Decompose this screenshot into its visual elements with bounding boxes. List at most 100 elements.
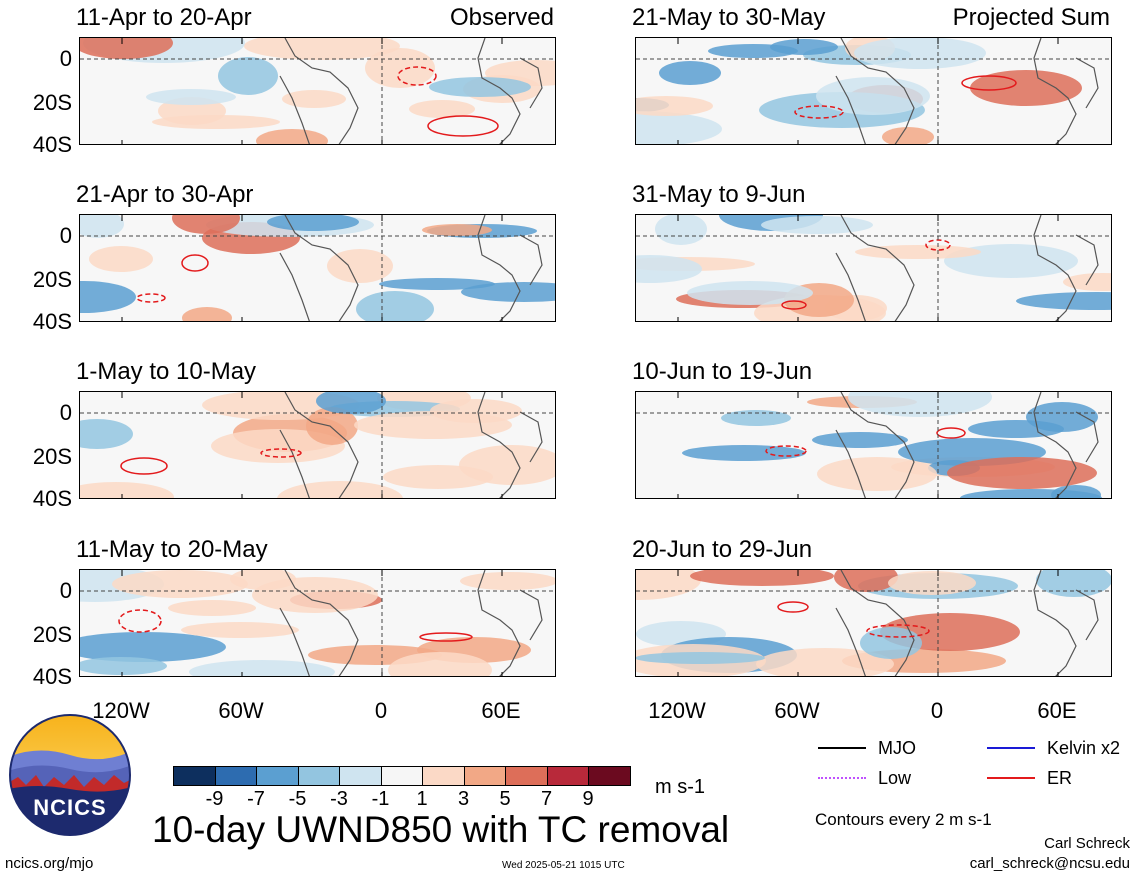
panel-title: 20-Jun to 29-Jun bbox=[632, 536, 813, 563]
map-panel bbox=[635, 37, 1112, 145]
coastline bbox=[279, 38, 543, 144]
panel-title: 31-May to 9-Jun bbox=[632, 181, 806, 208]
anomaly-shading bbox=[636, 570, 701, 600]
anomaly-shading bbox=[882, 127, 934, 144]
anomaly-shading bbox=[267, 215, 359, 231]
logo-text: NCICS bbox=[33, 795, 107, 820]
y-tick-label: 0 bbox=[59, 223, 72, 248]
anomaly-shading bbox=[256, 129, 328, 144]
er-contour bbox=[136, 293, 166, 303]
footer-email[interactable]: carl_schreck@ncsu.edu bbox=[969, 855, 1130, 872]
colorbar-label: -1 bbox=[371, 788, 390, 810]
y-tick-label: 0 bbox=[59, 400, 72, 425]
footer-site[interactable]: ncics.org/mjo bbox=[5, 855, 94, 872]
anomaly-shading bbox=[182, 307, 232, 321]
map-panel bbox=[635, 391, 1112, 499]
colorbar-swatch bbox=[256, 766, 299, 786]
colorbar-label: 1 bbox=[416, 788, 428, 810]
colorbar-swatch bbox=[588, 766, 631, 786]
map-panel bbox=[79, 391, 556, 499]
x-tick-label: 120W bbox=[648, 698, 706, 723]
anomaly-shading bbox=[947, 457, 1097, 489]
anomaly-shading bbox=[89, 246, 153, 272]
anomaly-shading bbox=[812, 432, 908, 448]
colorbar-label: -7 bbox=[247, 788, 265, 810]
anomaly-shading bbox=[244, 38, 400, 60]
er-contour bbox=[794, 105, 844, 119]
map-panel bbox=[79, 37, 556, 145]
coastline bbox=[279, 392, 543, 498]
anomaly-shading bbox=[80, 632, 226, 662]
colorbar-swatch bbox=[546, 766, 589, 786]
anomaly-shading bbox=[388, 652, 492, 676]
anomaly-shading bbox=[80, 215, 124, 238]
anomaly-shading bbox=[855, 245, 981, 259]
map-panel bbox=[79, 569, 556, 677]
er-contour bbox=[120, 457, 168, 475]
anomaly-shading bbox=[80, 419, 133, 449]
coastline bbox=[835, 38, 1099, 144]
er-contour bbox=[397, 66, 437, 86]
anomaly-shading bbox=[80, 281, 136, 313]
er-contour bbox=[118, 609, 162, 633]
ncics-logo: NCICS bbox=[8, 713, 132, 837]
anomaly-shading bbox=[460, 572, 555, 590]
colorbar-swatch bbox=[214, 766, 257, 786]
panel-title: 10-Jun to 19-Jun bbox=[632, 358, 813, 385]
anomaly-shading bbox=[854, 38, 986, 69]
er-contour bbox=[419, 632, 473, 642]
x-tick-label: 60W bbox=[774, 698, 820, 723]
anomaly-shading bbox=[636, 255, 702, 283]
panel-title: 11-May to 20-May bbox=[76, 536, 268, 563]
panel-title: 11-Apr to 20-Apr bbox=[76, 4, 252, 31]
colorbar-swatch bbox=[505, 766, 548, 786]
colorbar-label: -5 bbox=[288, 788, 307, 810]
anomaly-shading bbox=[230, 570, 296, 590]
er-contour bbox=[427, 115, 499, 137]
panel-note: Observed bbox=[449, 4, 554, 31]
anomaly-shading bbox=[112, 570, 248, 598]
er-contour bbox=[260, 448, 302, 458]
footer-timestamp: Wed 2025-05-21 1015 UTC bbox=[502, 860, 625, 871]
anomaly-shading bbox=[379, 278, 495, 290]
y-tick-label: 0 bbox=[59, 46, 72, 71]
anomaly-shading bbox=[277, 481, 403, 498]
map-panel bbox=[635, 569, 1112, 677]
anomaly-shading bbox=[327, 249, 393, 283]
colorbar-swatch bbox=[463, 766, 506, 786]
colorbar-label: 9 bbox=[582, 788, 594, 810]
panel-title: 1-May to 10-May bbox=[76, 358, 257, 385]
map-panel bbox=[79, 214, 556, 322]
legend-label: ER bbox=[1047, 768, 1073, 788]
colorbar-units: m s-1 bbox=[655, 776, 705, 798]
anomaly-shading bbox=[172, 215, 240, 234]
anomaly-shading bbox=[960, 489, 1102, 498]
colorbar-swatch bbox=[297, 766, 340, 786]
anomaly-shading bbox=[860, 627, 922, 659]
anomaly-shading bbox=[356, 291, 434, 321]
anomaly-shading bbox=[968, 420, 1064, 438]
legend-label: Kelvin x2 bbox=[1047, 738, 1121, 758]
anomaly-shading bbox=[682, 445, 806, 461]
anomaly-shading bbox=[655, 215, 707, 245]
legend-line bbox=[818, 777, 866, 779]
er-contour bbox=[765, 445, 807, 457]
x-tick-label: 0 bbox=[374, 698, 388, 723]
anomaly-shading bbox=[817, 457, 937, 491]
panel-title: 21-Apr to 30-Apr bbox=[76, 181, 254, 208]
colorbar-label: 5 bbox=[499, 788, 511, 810]
anomaly-shading bbox=[422, 224, 492, 236]
y-tick-label: 0 bbox=[59, 578, 72, 603]
anomaly-shading bbox=[409, 100, 475, 118]
x-tick-label: 60E bbox=[1037, 698, 1077, 723]
anomaly-shading bbox=[721, 410, 791, 426]
y-tick-label: 40S bbox=[32, 664, 72, 689]
anomaly-shading bbox=[365, 48, 435, 88]
colorbar-label: 7 bbox=[540, 788, 553, 810]
anomaly-shading bbox=[429, 77, 531, 97]
anomaly-shading bbox=[756, 648, 894, 676]
coastline bbox=[279, 570, 543, 676]
footer-author: Carl Schreck bbox=[1044, 835, 1130, 852]
colorbar-label: 3 bbox=[457, 788, 470, 810]
anomaly-shading bbox=[461, 282, 555, 302]
